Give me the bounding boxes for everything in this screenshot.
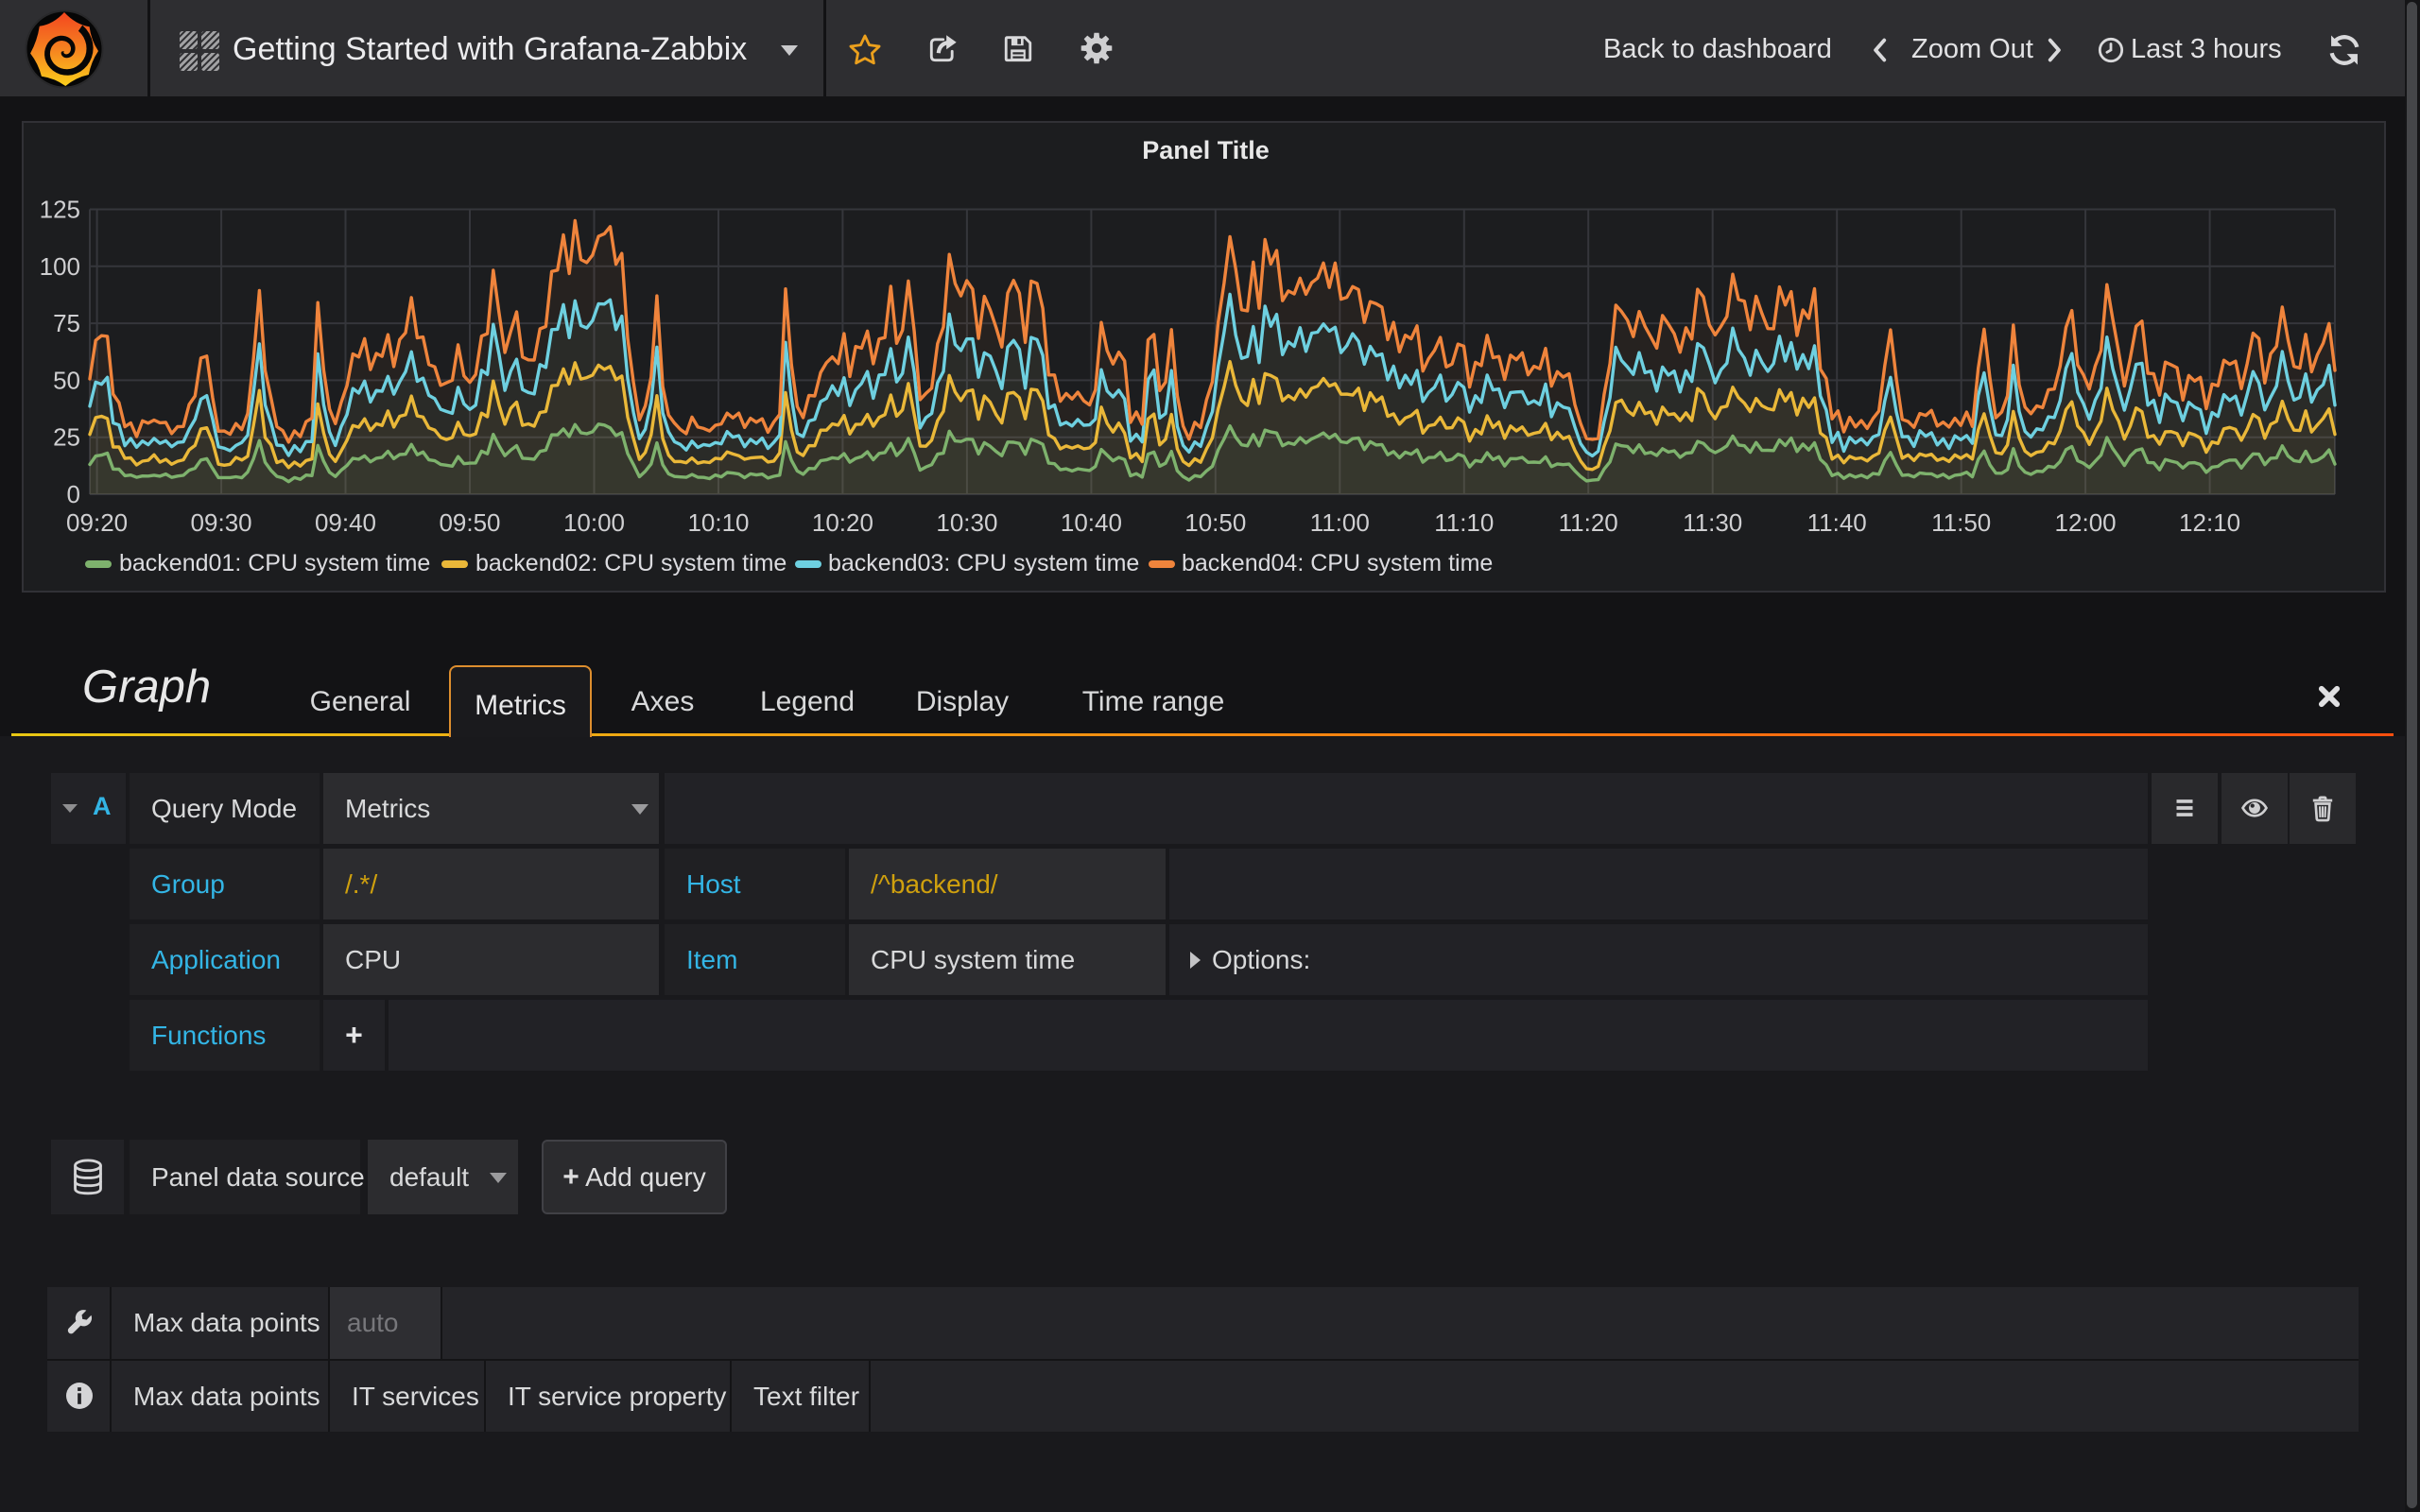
svg-text:11:00: 11:00: [1310, 508, 1370, 537]
svg-text:100: 100: [40, 252, 80, 281]
svg-text:11:40: 11:40: [1807, 508, 1867, 537]
svg-text:75: 75: [53, 309, 80, 337]
svg-text:10:20: 10:20: [812, 508, 873, 537]
svg-text:10:00: 10:00: [563, 508, 625, 537]
svg-text:10:10: 10:10: [687, 508, 749, 537]
svg-text:10:40: 10:40: [1061, 508, 1122, 537]
svg-text:10:30: 10:30: [936, 508, 997, 537]
svg-text:11:50: 11:50: [1931, 508, 1991, 537]
svg-text:11:30: 11:30: [1683, 508, 1742, 537]
svg-text:0: 0: [67, 480, 80, 508]
svg-text:25: 25: [53, 423, 80, 452]
svg-text:50: 50: [53, 366, 80, 394]
svg-text:10:50: 10:50: [1184, 508, 1246, 537]
svg-text:09:40: 09:40: [315, 508, 376, 537]
svg-text:11:20: 11:20: [1559, 508, 1618, 537]
svg-text:11:10: 11:10: [1434, 508, 1494, 537]
svg-text:125: 125: [40, 196, 80, 224]
svg-text:12:00: 12:00: [2055, 508, 2117, 537]
svg-text:12:10: 12:10: [2179, 508, 2240, 537]
svg-text:09:20: 09:20: [66, 508, 128, 537]
svg-text:09:30: 09:30: [191, 508, 252, 537]
svg-text:09:50: 09:50: [439, 508, 500, 537]
